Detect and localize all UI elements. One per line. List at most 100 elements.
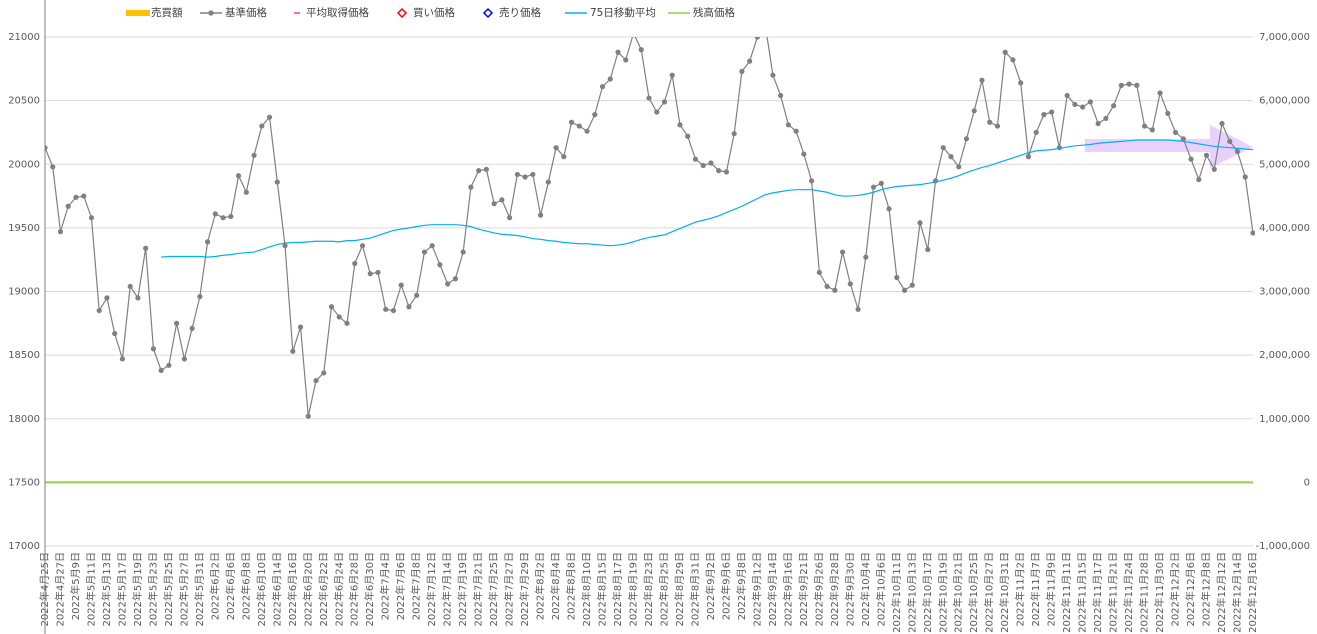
data-point <box>763 22 768 27</box>
plot-area <box>45 22 1255 484</box>
x-tick-label: 2022年8月17日 <box>611 552 624 627</box>
legend-label: 売り価格 <box>499 6 541 19</box>
grid: 17000 17500 18000 18500 19000 19500 20000 20500… <box>8 32 1310 633</box>
data-point <box>863 254 869 260</box>
series-line <box>161 139 1254 258</box>
y2-tick-label: -1,000,000 <box>1255 541 1310 552</box>
x-tick-label: 2022年5月17日 <box>115 552 128 627</box>
data-point <box>940 145 946 151</box>
x-tick-label: 2022年9月16日 <box>781 552 794 627</box>
x-tick-label: 2022年6月24日 <box>332 552 345 627</box>
data-point <box>73 194 79 200</box>
x-tick-label: 2022年7月21日 <box>472 552 485 627</box>
x-tick-label: 2022年11月7日 <box>1029 552 1042 627</box>
data-point <box>1196 176 1202 183</box>
data-point <box>793 128 799 134</box>
legend: 売買額 基準価格 平均取得価格 買い価格 売り価格 75日移動平均 残高価格 <box>126 6 735 19</box>
data-point <box>692 156 699 162</box>
data-point <box>1165 110 1171 116</box>
x-tick-label: 2022年9月12日 <box>750 552 763 627</box>
data-point <box>321 370 327 376</box>
data-point <box>956 164 962 170</box>
data-point <box>197 293 203 300</box>
data-point <box>1157 90 1163 96</box>
y-tick-label: 18500 <box>8 350 40 361</box>
data-point <box>1219 120 1225 127</box>
data-point <box>476 168 482 174</box>
data-point <box>1002 49 1008 55</box>
series-line <box>45 37 1254 417</box>
x-tick-label: 2022年4月27日 <box>53 552 66 627</box>
trend-arrow <box>1085 125 1253 168</box>
data-point <box>1188 156 1194 162</box>
x-tick-label: 2022年7月19日 <box>456 552 469 627</box>
data-point <box>414 292 420 298</box>
x-tick-label: 2022年10月17日 <box>921 552 934 633</box>
data-point <box>584 128 590 134</box>
x-tick-label: 2022年6月6日 <box>224 552 237 620</box>
data-point <box>886 206 892 212</box>
data-point <box>243 189 249 195</box>
x-tick-label: 2022年10月27日 <box>983 552 996 633</box>
data-point <box>383 306 389 312</box>
data-point <box>297 324 304 330</box>
data-point <box>754 37 761 40</box>
data-point <box>259 123 265 129</box>
data-point <box>1203 152 1210 158</box>
y-tick-label: 19000 <box>8 287 40 298</box>
legend-label: 平均取得価格 <box>306 6 369 19</box>
data-point <box>1134 82 1140 88</box>
x-tick-label: 2022年10月25日 <box>967 552 980 633</box>
data-point <box>251 152 257 158</box>
data-point <box>847 281 853 287</box>
x-tick-label: 2022年12月6日 <box>1184 552 1197 627</box>
data-point <box>1103 115 1109 122</box>
x-tick-label: 2022年10月19日 <box>936 552 949 633</box>
x-tick-label: 2022年10月11日 <box>890 552 903 633</box>
data-point <box>1126 81 1132 87</box>
data-point <box>537 212 544 218</box>
x-tick-label: 2022年10月21日 <box>952 552 965 633</box>
data-point <box>599 84 606 90</box>
data-point <box>522 174 528 180</box>
data-point <box>747 58 753 64</box>
data-point <box>1149 127 1155 133</box>
data-point <box>623 57 629 63</box>
data-point <box>1064 92 1070 99</box>
data-point <box>205 239 211 245</box>
data-point <box>592 112 598 118</box>
data-point <box>174 320 180 326</box>
x-tick-label: 2022年6月10日 <box>255 552 268 627</box>
data-point <box>994 123 1001 129</box>
x-tick-label: 2022年9月21日 <box>797 552 810 627</box>
data-point <box>398 282 404 288</box>
x-tick-label: 2022年11月24日 <box>1122 552 1135 633</box>
data-point <box>909 282 915 288</box>
data-point <box>638 47 644 53</box>
data-point <box>375 269 381 276</box>
legend-label: 75日移動平均 <box>590 6 656 19</box>
data-point <box>987 119 993 125</box>
data-point <box>150 346 157 352</box>
x-tick-label: 2022年9月6日 <box>719 552 732 620</box>
data-point <box>367 271 373 277</box>
y-tick-label: 20000 <box>8 159 40 170</box>
data-point <box>1095 120 1101 127</box>
data-point <box>1087 99 1093 105</box>
y2-tick-label: 4,000,000 <box>1259 223 1310 234</box>
data-point <box>809 178 815 184</box>
data-point <box>460 249 466 255</box>
x-tick-label: 2022年5月31日 <box>193 552 206 627</box>
data-point <box>228 213 234 220</box>
y-tick-label: 17500 <box>8 477 40 488</box>
data-point <box>1111 103 1117 109</box>
x-tick-label: 2022年11月21日 <box>1107 552 1120 633</box>
data-point <box>1010 57 1016 63</box>
x-tick-label: 2022年9月26日 <box>812 552 825 627</box>
y2-tick-label: 0 <box>1304 477 1310 488</box>
y2-tick-label: 3,000,000 <box>1259 287 1310 298</box>
data-point <box>491 201 497 207</box>
data-point <box>894 274 900 281</box>
data-point <box>352 260 358 267</box>
y-tick-label: 19500 <box>8 223 40 234</box>
